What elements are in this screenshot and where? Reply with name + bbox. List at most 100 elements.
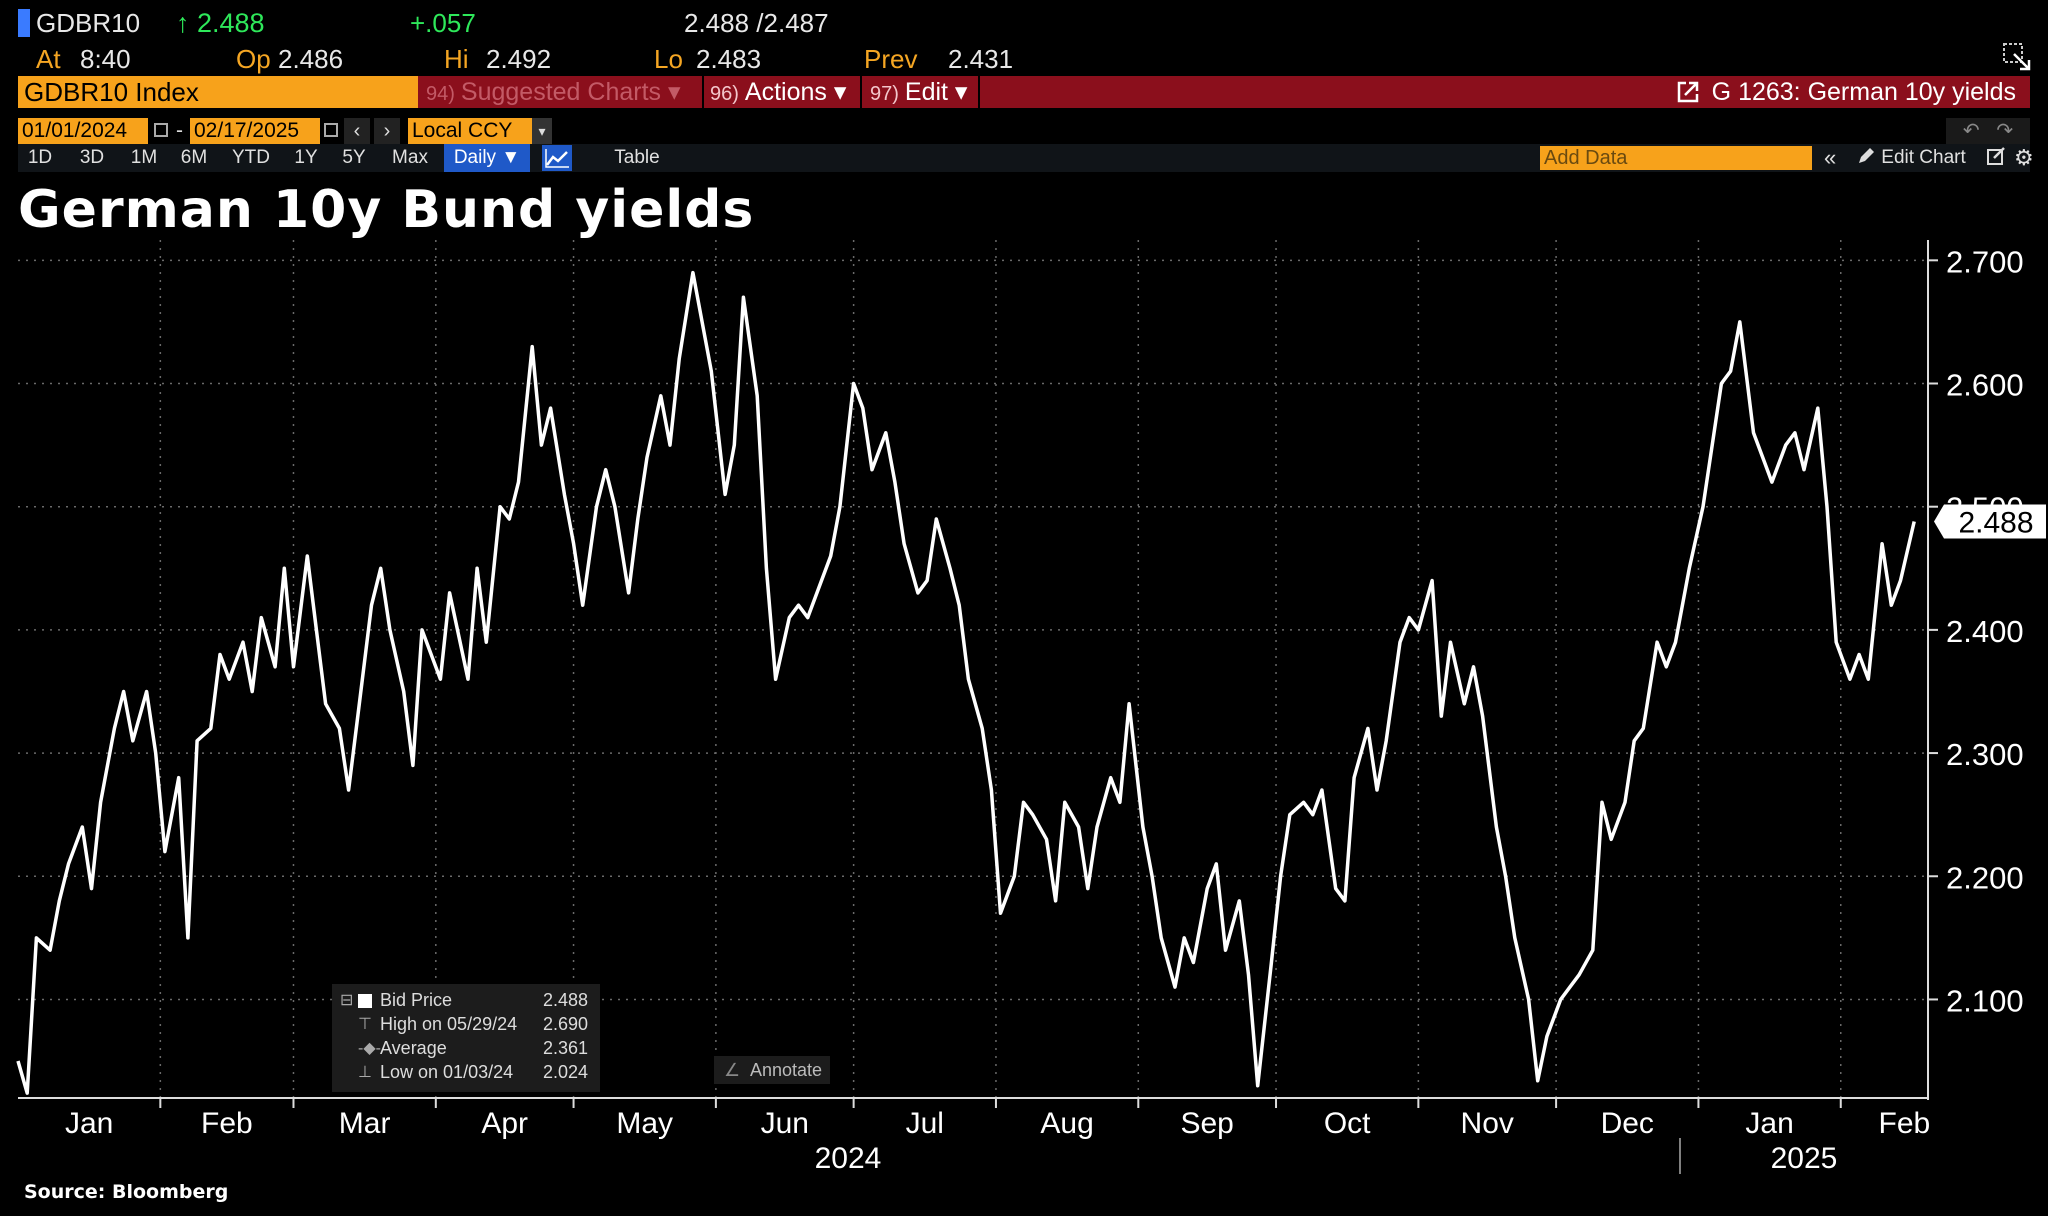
edit-icon[interactable] xyxy=(1986,144,2008,172)
page-title-text: G 1263: German 10y yields xyxy=(1711,78,2016,106)
actions-num: 96) xyxy=(710,83,739,105)
annotate-icon: ∠ xyxy=(724,1060,741,1080)
collapse-icon[interactable]: ⊟ xyxy=(340,992,354,1009)
add-data-input[interactable]: Add Data xyxy=(1540,146,1812,170)
prev-period-button[interactable]: ‹ xyxy=(344,118,370,144)
command-bar: GDBR10 Index 94) Suggested Charts ▾ 96) Ac… xyxy=(18,76,2030,108)
quote-row-1: GDBR10 ↑ 2.488 +.057 2.488 /2.487 xyxy=(0,6,2048,40)
edit-chart-button[interactable]: Edit Chart xyxy=(1856,144,1966,172)
x-tick-label: Apr xyxy=(481,1107,528,1140)
low-marker-icon: ⊥ xyxy=(358,1064,372,1081)
legend-bid[interactable]: ⊟ Bid Price 2.488 xyxy=(332,988,600,1012)
suggested-label: Suggested Charts ▾ xyxy=(460,78,681,106)
hi-value: 2.492 xyxy=(486,44,552,74)
legend-high[interactable]: ⊤ High on 05/29/24 2.690 xyxy=(332,1012,600,1036)
bid-ask: 2.488 /2.487 xyxy=(684,8,829,38)
range-1d[interactable]: 1D xyxy=(27,147,53,168)
x-tick-label: Dec xyxy=(1601,1107,1654,1140)
y-tick-label: 2.700 xyxy=(1946,244,2024,279)
quote-row-2: At 8:40 Op 2.486 Hi 2.492 Lo 2.483 Prev … xyxy=(0,42,2048,76)
currency-dropdown-icon[interactable]: ▾ xyxy=(532,118,552,144)
y-tick-label: 2.600 xyxy=(1946,368,2024,403)
undo-redo-buttons[interactable]: ↶ ↷ xyxy=(1946,118,2030,144)
last-value-label: 2.488 xyxy=(1958,506,2033,539)
x-tick-label: Jul xyxy=(906,1107,944,1140)
edit-label: Edit ▾ xyxy=(904,78,968,106)
settings-gear-icon[interactable]: ⚙ xyxy=(2014,145,2034,170)
edit-num: 97) xyxy=(870,83,899,105)
range-max[interactable]: Max xyxy=(392,147,428,168)
annotate-label: Annotate xyxy=(749,1060,822,1080)
legend-bid-label: Bid Price xyxy=(380,990,453,1010)
line-chart-icon[interactable] xyxy=(542,145,572,171)
legend-low[interactable]: ⊥ Low on 01/03/24 2.024 xyxy=(332,1060,600,1084)
price-line xyxy=(16,270,1916,1095)
expand-window-icon[interactable] xyxy=(2002,42,2032,72)
suggested-charts-menu[interactable]: 94) Suggested Charts ▾ xyxy=(426,76,681,108)
op-label: Op xyxy=(236,44,271,74)
chart-title: German 10y Bund yields xyxy=(18,180,755,240)
range-3d[interactable]: 3D xyxy=(79,147,105,168)
y-tick-label: 2.200 xyxy=(1946,860,2024,895)
annotate-button[interactable]: ∠ Annotate xyxy=(714,1056,830,1084)
range-toolbar: 1D 3D 1M 6M YTD 1Y 5Y Max Daily ▼ Table … xyxy=(18,144,2034,172)
x-tick-label: Jan xyxy=(65,1107,113,1140)
lo-value: 2.483 xyxy=(696,44,762,74)
y-tick-label: 2.400 xyxy=(1946,614,2024,649)
x-tick-label: Oct xyxy=(1324,1107,1371,1140)
x-tick-label: Feb xyxy=(201,1107,253,1140)
range-1m[interactable]: 1M xyxy=(130,147,158,168)
table-button[interactable]: Table xyxy=(614,147,660,168)
pencil-icon xyxy=(1859,148,1874,163)
frequency-select[interactable]: Daily ▼ xyxy=(444,144,530,172)
x-tick-label: May xyxy=(616,1107,673,1140)
chart-legend[interactable]: ⊟ Bid Price 2.488 ⊤ High on 05/29/24 2.6… xyxy=(332,984,600,1092)
currency-select[interactable]: Local CCY xyxy=(408,118,552,144)
lo-label: Lo xyxy=(654,44,683,74)
legend-average[interactable]: -◆- Average 2.361 xyxy=(332,1036,600,1060)
x-tick-label: Jan xyxy=(1745,1107,1793,1140)
source-note: Source: Bloomberg xyxy=(24,1181,229,1203)
calendar-icon[interactable] xyxy=(154,123,168,137)
year-label: 2025 xyxy=(1771,1142,1838,1175)
legend-high-label: High on 05/29/24 xyxy=(380,1014,518,1034)
at-label: At xyxy=(36,44,61,74)
legend-average-label: Average xyxy=(380,1038,447,1058)
net-change: +.057 xyxy=(410,8,476,38)
divider xyxy=(978,76,980,108)
ticker[interactable]: GDBR10 xyxy=(36,8,141,38)
x-tick-label: Nov xyxy=(1461,1107,1514,1140)
divider xyxy=(702,76,704,108)
y-tick-label: 2.100 xyxy=(1946,983,2024,1018)
last-value-tag xyxy=(1934,504,2046,539)
legend-low-value: 2.024 xyxy=(542,1062,588,1082)
x-tick-label: Jun xyxy=(761,1107,809,1140)
legend-low-label: Low on 01/03/24 xyxy=(380,1062,514,1082)
actions-label: Actions ▾ xyxy=(744,78,847,106)
next-period-button[interactable]: › xyxy=(374,118,400,144)
high-marker-icon: ⊤ xyxy=(358,1016,372,1033)
op-value: 2.486 xyxy=(278,44,344,74)
popout-icon[interactable] xyxy=(1676,80,1700,104)
start-date-field[interactable]: 01/01/2024 xyxy=(18,118,148,144)
last-price: ↑ 2.488 xyxy=(176,8,265,38)
actions-menu[interactable]: 96) Actions ▾ xyxy=(710,76,846,108)
range-1y[interactable]: 1Y xyxy=(294,147,318,168)
page-title[interactable]: G 1263: German 10y yields xyxy=(1676,76,2016,108)
ticker-flag xyxy=(18,9,30,37)
range-6m[interactable]: 6M xyxy=(180,147,208,168)
range-5y[interactable]: 5Y xyxy=(342,147,366,168)
date-toolbar: 01/01/2024 - 02/17/2025 ‹ › Local CCY ▾ … xyxy=(18,118,2030,144)
security-field[interactable]: GDBR10 Index xyxy=(18,76,418,108)
range-ytd[interactable]: YTD xyxy=(232,147,270,168)
end-date-field[interactable]: 02/17/2025 xyxy=(190,118,320,144)
prev-value: 2.431 xyxy=(948,44,1014,74)
year-label: 2024 xyxy=(815,1142,882,1175)
calendar-icon[interactable] xyxy=(324,123,338,137)
edit-menu[interactable]: 97) Edit ▾ xyxy=(870,76,967,108)
average-marker-icon: -◆- xyxy=(358,1040,381,1057)
legend-high-value: 2.690 xyxy=(542,1014,588,1034)
divider xyxy=(860,76,862,108)
collapse-icon[interactable]: « xyxy=(1824,145,1837,170)
